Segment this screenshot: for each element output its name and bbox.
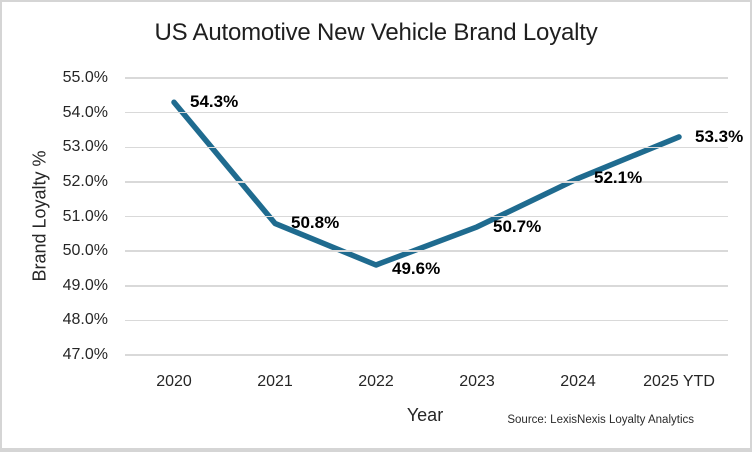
- y-axis-tick-label: 52.0%: [62, 172, 108, 190]
- gridline: [125, 215, 728, 218]
- data-point-label: 52.1%: [594, 168, 643, 188]
- gridline: [125, 250, 728, 252]
- x-axis-tick-label: 2025 YTD: [643, 373, 715, 390]
- x-axis-tick-label: 2023: [459, 373, 495, 390]
- y-axis-tick-label: 49.0%: [62, 276, 108, 294]
- gridline: [125, 285, 728, 287]
- gridline: [125, 319, 728, 322]
- data-point-label: 50.8%: [291, 213, 340, 233]
- gridline: [125, 181, 728, 183]
- y-axis-tick-label: 47.0%: [62, 346, 108, 363]
- data-point-label: 54.3%: [190, 92, 239, 112]
- y-axis-tick-label: 54.0%: [62, 103, 108, 121]
- x-axis-tick-label: 2022: [358, 373, 394, 390]
- gridline: [125, 354, 728, 356]
- x-axis-tick-label: 2020: [156, 373, 192, 390]
- y-axis-tick-label: 51.0%: [62, 207, 108, 225]
- data-point-label: 53.3%: [695, 126, 744, 146]
- x-axis-title: Year: [406, 405, 444, 425]
- x-axis-tick-label: 2024: [560, 373, 596, 390]
- x-axis-tick-label: 2021: [257, 373, 293, 390]
- y-axis-tick-label: 48.0%: [62, 311, 108, 329]
- y-axis-tick-label: 55.0%: [62, 69, 108, 86]
- data-point-label: 49.6%: [392, 258, 441, 278]
- gridline: [125, 111, 728, 114]
- gridline: [125, 146, 728, 148]
- gridline: [125, 77, 728, 79]
- source-note: Source: LexisNexis Loyalty Analytics: [507, 414, 694, 426]
- data-point-label: 50.7%: [493, 216, 542, 236]
- y-axis-tick-label: 53.0%: [62, 138, 108, 156]
- chart-title: US Automotive New Vehicle Brand Loyalty: [154, 19, 598, 46]
- y-axis-tick-label: 50.0%: [62, 242, 108, 260]
